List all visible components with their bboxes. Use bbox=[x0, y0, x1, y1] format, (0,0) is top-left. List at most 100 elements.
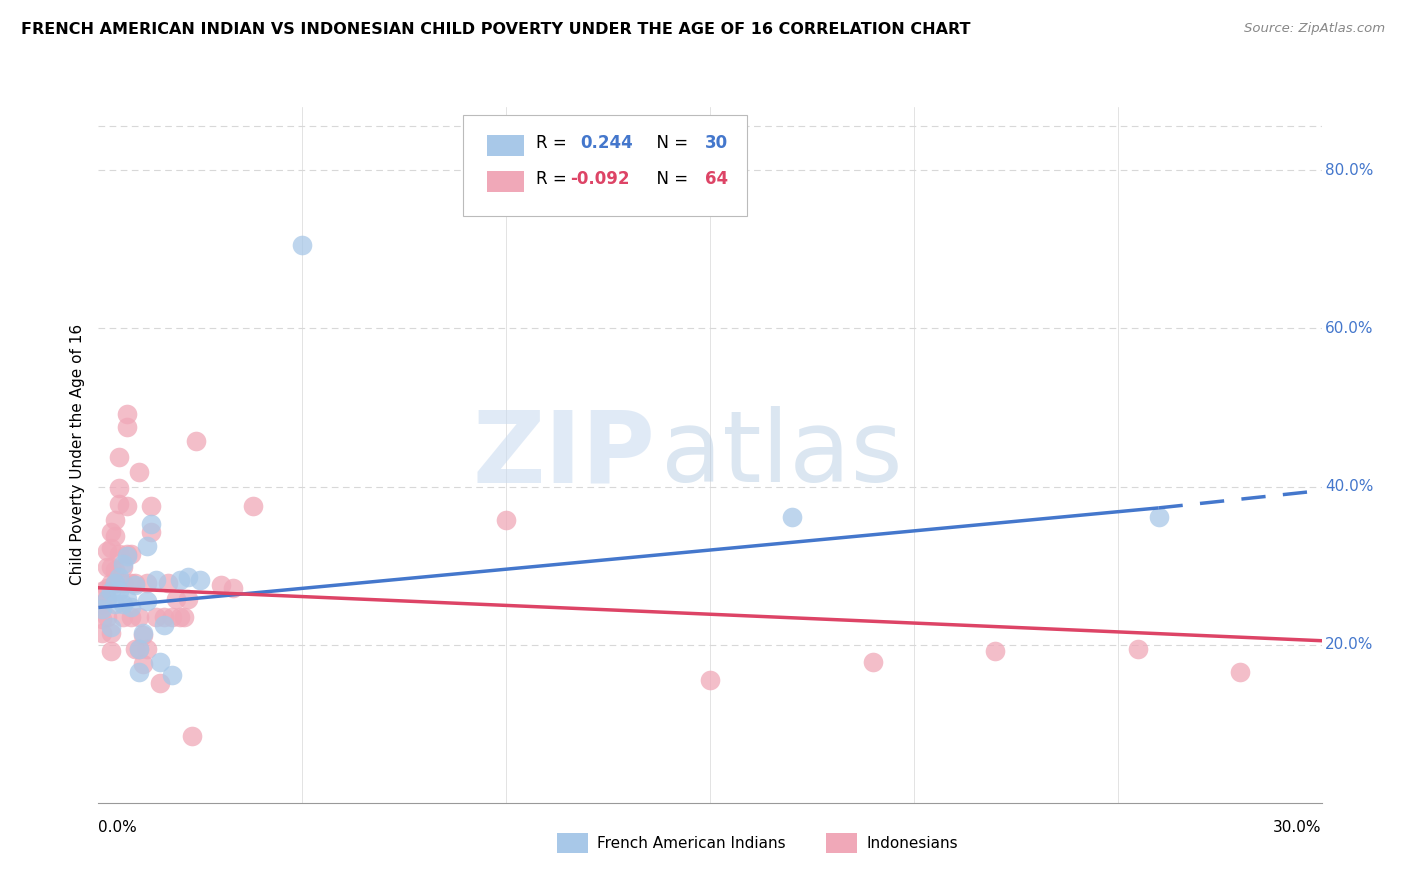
Point bbox=[111, 560, 134, 574]
Point bbox=[96, 591, 118, 606]
Point bbox=[100, 576, 122, 591]
Point bbox=[173, 610, 195, 624]
Point bbox=[160, 667, 183, 681]
Point bbox=[100, 583, 122, 598]
Point bbox=[108, 547, 131, 561]
Point bbox=[495, 513, 517, 527]
Text: 80.0%: 80.0% bbox=[1326, 163, 1374, 178]
Point bbox=[136, 539, 159, 553]
Point bbox=[145, 573, 167, 587]
Point bbox=[104, 576, 127, 591]
Point bbox=[108, 497, 131, 511]
Point bbox=[132, 625, 155, 640]
Point bbox=[128, 641, 150, 656]
Point bbox=[111, 597, 134, 611]
FancyBboxPatch shape bbox=[488, 171, 524, 192]
Point bbox=[91, 583, 114, 598]
Point bbox=[111, 610, 134, 624]
Point bbox=[181, 729, 204, 743]
Point bbox=[169, 573, 191, 587]
Point bbox=[100, 525, 122, 540]
Point bbox=[100, 541, 122, 556]
Point bbox=[141, 517, 163, 532]
Point bbox=[177, 591, 200, 606]
Point bbox=[104, 513, 127, 527]
Point bbox=[141, 500, 163, 514]
Point bbox=[128, 610, 150, 624]
Point bbox=[984, 644, 1007, 658]
Point bbox=[1128, 641, 1150, 656]
Point bbox=[152, 618, 174, 632]
Point bbox=[115, 591, 138, 606]
Point bbox=[120, 599, 142, 614]
Point bbox=[115, 549, 138, 563]
Point bbox=[115, 407, 138, 421]
FancyBboxPatch shape bbox=[557, 833, 588, 853]
Point bbox=[132, 657, 155, 672]
Text: Source: ZipAtlas.com: Source: ZipAtlas.com bbox=[1244, 22, 1385, 36]
Point bbox=[111, 576, 134, 591]
Point bbox=[780, 509, 803, 524]
Point bbox=[128, 466, 150, 480]
Point bbox=[160, 610, 183, 624]
Text: 0.244: 0.244 bbox=[581, 134, 633, 153]
Point bbox=[108, 570, 131, 584]
Y-axis label: Child Poverty Under the Age of 16: Child Poverty Under the Age of 16 bbox=[69, 325, 84, 585]
Text: 30: 30 bbox=[706, 134, 728, 153]
Text: -0.092: -0.092 bbox=[571, 170, 630, 188]
Point bbox=[115, 500, 138, 514]
Point bbox=[699, 673, 721, 688]
Point bbox=[128, 641, 150, 656]
Point bbox=[124, 576, 146, 591]
Point bbox=[104, 563, 127, 577]
Point bbox=[165, 591, 187, 606]
FancyBboxPatch shape bbox=[488, 135, 524, 156]
Point bbox=[242, 500, 264, 514]
Text: 0.0%: 0.0% bbox=[98, 821, 138, 835]
Point bbox=[120, 547, 142, 561]
Point bbox=[96, 560, 118, 574]
Point bbox=[96, 591, 118, 606]
Text: 30.0%: 30.0% bbox=[1274, 821, 1322, 835]
Text: R =: R = bbox=[536, 134, 572, 153]
Text: French American Indians: French American Indians bbox=[598, 836, 786, 851]
Text: 40.0%: 40.0% bbox=[1326, 479, 1374, 494]
Point bbox=[128, 665, 150, 680]
Point bbox=[1229, 665, 1251, 680]
Point bbox=[91, 602, 114, 616]
Point bbox=[96, 544, 118, 558]
Point bbox=[136, 576, 159, 591]
Text: 60.0%: 60.0% bbox=[1326, 321, 1374, 336]
Point bbox=[91, 597, 114, 611]
Point bbox=[124, 641, 146, 656]
Text: ZIP: ZIP bbox=[472, 407, 655, 503]
Point bbox=[222, 581, 245, 595]
Point bbox=[124, 578, 146, 592]
Point bbox=[96, 581, 118, 595]
Point bbox=[209, 578, 232, 592]
Point bbox=[100, 620, 122, 634]
Point bbox=[291, 238, 314, 252]
Point bbox=[177, 570, 200, 584]
Text: FRENCH AMERICAN INDIAN VS INDONESIAN CHILD POVERTY UNDER THE AGE OF 16 CORRELATI: FRENCH AMERICAN INDIAN VS INDONESIAN CHI… bbox=[21, 22, 970, 37]
Point bbox=[188, 573, 212, 587]
Point bbox=[152, 610, 174, 624]
Point bbox=[136, 594, 159, 608]
Text: N =: N = bbox=[647, 170, 693, 188]
Point bbox=[100, 560, 122, 574]
Point bbox=[100, 644, 122, 658]
Point bbox=[111, 557, 134, 571]
Point bbox=[120, 576, 142, 591]
Point bbox=[104, 528, 127, 542]
Point bbox=[149, 655, 172, 669]
Point bbox=[145, 610, 167, 624]
Text: 64: 64 bbox=[706, 170, 728, 188]
Point bbox=[108, 450, 131, 464]
Point bbox=[141, 525, 163, 540]
Text: 20.0%: 20.0% bbox=[1326, 637, 1374, 652]
Text: N =: N = bbox=[647, 134, 693, 153]
Point bbox=[862, 655, 884, 669]
Point bbox=[115, 547, 138, 561]
Point bbox=[156, 576, 179, 591]
Point bbox=[91, 625, 114, 640]
